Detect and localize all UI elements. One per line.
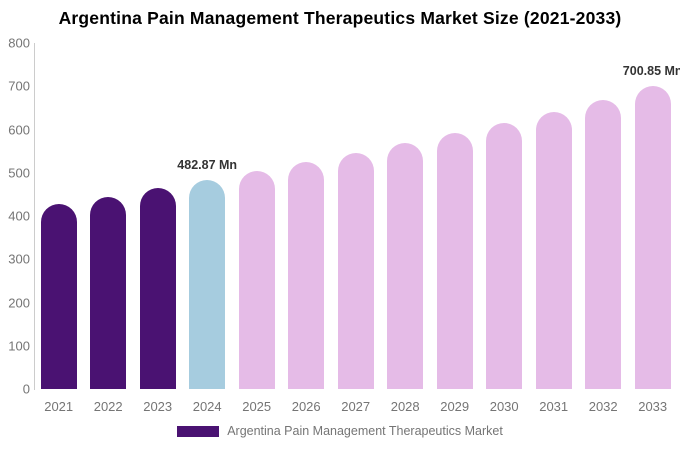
y-tick-label: 800 <box>8 35 30 51</box>
x-tick-label-2024: 2024 <box>192 399 222 414</box>
legend: Argentina Pain Management Therapeutics M… <box>0 424 680 438</box>
x-tick-label-2023: 2023 <box>143 399 173 414</box>
y-tick-label: 200 <box>8 295 30 310</box>
y-tick-label: 700 <box>8 78 30 94</box>
bar-2024 <box>189 180 226 389</box>
x-tick-label-2030: 2030 <box>489 399 519 414</box>
value-label-2024: 482.87 Mn <box>177 158 238 173</box>
bar-2031 <box>535 111 572 389</box>
legend-swatch <box>177 425 220 437</box>
x-tick-label-2026: 2026 <box>291 399 321 414</box>
chart-title: Argentina Pain Management Therapeutics M… <box>58 8 622 28</box>
y-tick-label: 500 <box>8 165 30 181</box>
bar-2025 <box>238 171 275 389</box>
x-tick-label-2022: 2022 <box>93 399 123 414</box>
bar-2023 <box>139 188 176 389</box>
x-tick-label-2027: 2027 <box>341 399 371 414</box>
y-axis-line <box>34 43 35 390</box>
y-tick-label: 0 <box>22 381 30 397</box>
bar-2022 <box>90 196 127 389</box>
x-tick-label-2028: 2028 <box>390 399 420 414</box>
legend-label: Argentina Pain Management Therapeutics M… <box>227 424 503 438</box>
x-tick-label-2032: 2032 <box>588 399 618 414</box>
bar-2026 <box>288 162 325 389</box>
y-tick-label: 300 <box>8 251 30 267</box>
y-tick-label: 100 <box>8 338 30 354</box>
bar-2030 <box>486 122 523 389</box>
value-label-2033: 700.85 Mn <box>622 63 680 78</box>
bar-2032 <box>585 100 622 389</box>
bar-2029 <box>436 133 473 389</box>
bar-2033 <box>634 85 671 389</box>
x-tick-label-2031: 2031 <box>539 399 569 414</box>
x-tick-label-2033: 2033 <box>638 399 668 414</box>
bar-2027 <box>337 153 374 389</box>
bar-2028 <box>387 143 424 389</box>
bar-2021 <box>40 203 77 389</box>
x-tick-label-2029: 2029 <box>440 399 470 414</box>
x-tick-label-2025: 2025 <box>242 399 272 414</box>
x-tick-label-2021: 2021 <box>44 399 74 414</box>
y-tick-label: 400 <box>8 208 30 224</box>
y-tick-label: 600 <box>8 122 30 137</box>
